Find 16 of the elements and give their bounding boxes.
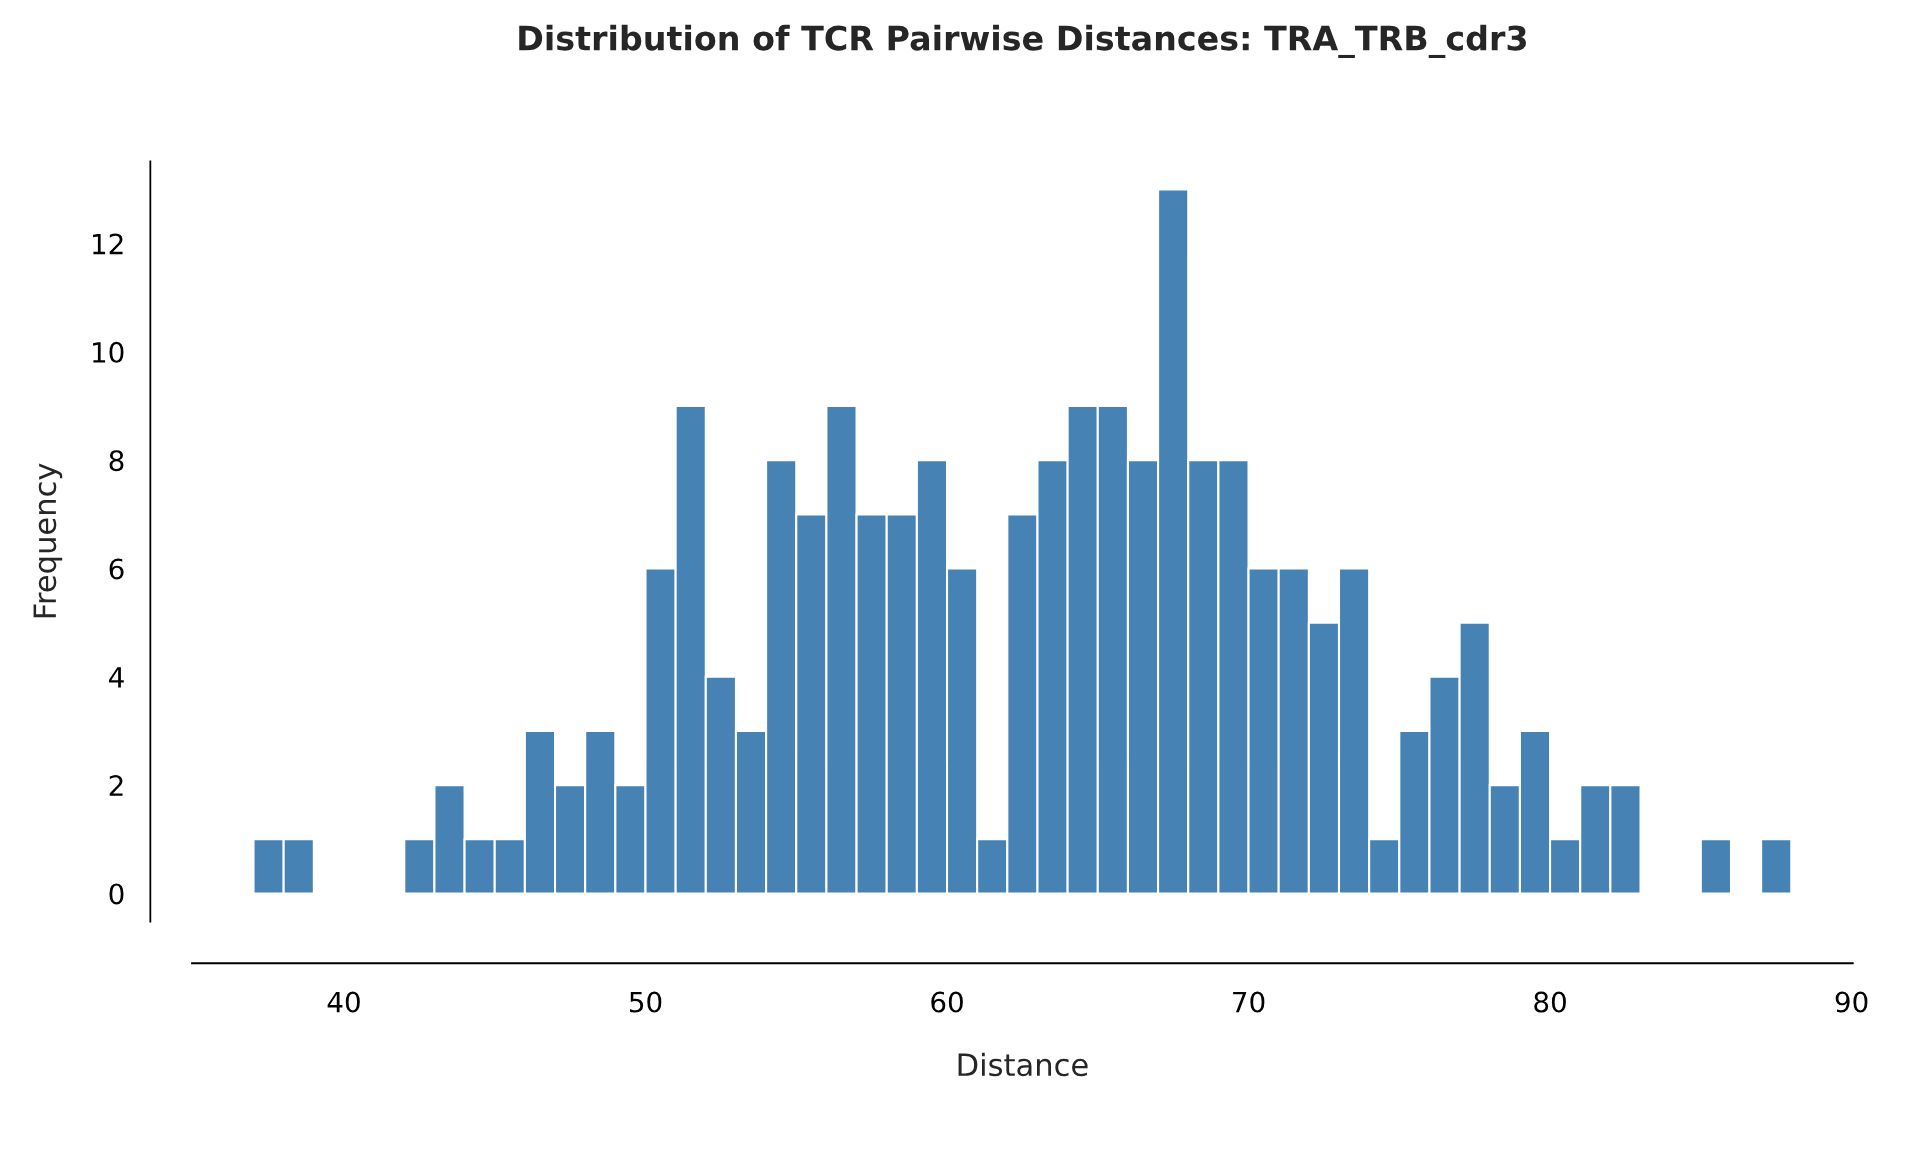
x-tick-label: 80	[1534, 991, 1566, 1013]
y-tick-label: 2	[109, 775, 123, 796]
y-tick-label: 10	[93, 341, 124, 363]
x-tick-label: 70	[1233, 991, 1265, 1013]
x-axis-title: Distance	[958, 1052, 1088, 1077]
y-tick-label: 0	[109, 883, 124, 905]
y-tick-label: 4	[109, 667, 124, 688]
x-tick-label: 50	[629, 991, 662, 1013]
y-axis-title: Frequency	[33, 463, 63, 618]
chart-title: Distribution of TCR Pairwise Distances: TRA_TRB_cdr3	[519, 24, 1526, 59]
y-tick-label: 6	[109, 558, 124, 580]
y-tick-label: 12	[93, 233, 123, 255]
x-tick-label: 60	[931, 991, 963, 1013]
y-tick-label: 8	[109, 450, 124, 472]
x-tick-label: 90	[1835, 991, 1868, 1013]
x-tick-label: 40	[327, 991, 360, 1013]
